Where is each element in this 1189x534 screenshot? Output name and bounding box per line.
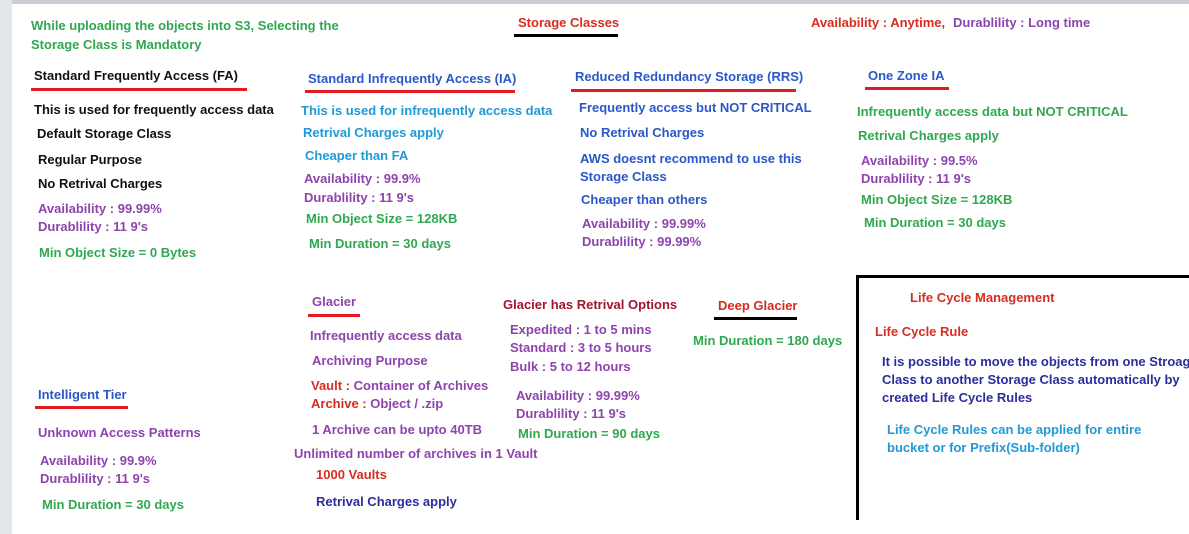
standard-ia-availability: Availability : 99.9% — [304, 171, 421, 186]
standard-ia-title: Standard Infrequently Access (IA) — [308, 71, 517, 86]
deep-glacier-title: Deep Glacier — [718, 298, 798, 313]
intelligent-availability: Availability : 99.9% — [40, 453, 157, 468]
deep-glacier-underline — [714, 317, 797, 320]
glacier-archive-line: Archive : Object / .zip — [311, 395, 443, 412]
standard-fa-line4: No Retrival Charges — [38, 176, 163, 191]
window-top-bar — [0, 0, 1189, 4]
glacier-underline — [308, 314, 360, 317]
window-left-edge — [0, 0, 12, 534]
one-zone-durability: Durablility : 11 9's — [861, 171, 972, 186]
standard-fa-line1: This is used for frequently access data — [34, 102, 274, 117]
one-zone-underline — [865, 87, 949, 90]
intelligent-line1: Unknown Access Patterns — [38, 425, 201, 440]
rrs-durability: Durablility : 99.99% — [582, 234, 702, 249]
standard-fa-min-size: Min Object Size = 0 Bytes — [39, 245, 197, 260]
lifecycle-rule-title: Life Cycle Rule — [875, 324, 969, 339]
lifecycle-apply1: Life Cycle Rules can be applied for enti… — [887, 422, 1142, 437]
one-zone-line1: Infrequently access data but NOT CRITICA… — [857, 104, 1128, 119]
standard-fa-underline — [31, 88, 247, 91]
standard-ia-line3: Cheaper than FA — [305, 148, 409, 163]
retrieval-bulk: Bulk : 5 to 12 hours — [510, 359, 631, 374]
upload-note-line1: While uploading the objects into S3, Sel… — [31, 18, 339, 33]
vault-label: Vault : — [311, 378, 351, 393]
archive-text: Object / .zip — [370, 396, 444, 411]
lifecycle-desc2: Class to another Storage Class automatic… — [882, 372, 1180, 387]
glacier-title: Glacier — [312, 294, 357, 309]
lifecycle-box-left — [856, 275, 859, 520]
retrieval-expedited: Expedited : 1 to 5 mins — [510, 322, 652, 337]
lifecycle-desc3: created Life Cycle Rules — [882, 390, 1033, 405]
rrs-line2: No Retrival Charges — [580, 125, 705, 140]
retrieval-availability: Availability : 99.99% — [516, 388, 640, 403]
lifecycle-apply2: bucket or for Prefix(Sub-folder) — [887, 440, 1080, 455]
rrs-title: Reduced Redundancy Storage (RRS) — [575, 69, 804, 84]
lifecycle-title: Life Cycle Management — [910, 290, 1055, 305]
lifecycle-box-top — [856, 275, 1189, 278]
standard-ia-underline — [305, 90, 515, 93]
rrs-line3a: AWS doesnt recommend to use this — [580, 151, 802, 166]
deep-glacier-min-duration: Min Duration = 180 days — [693, 333, 843, 348]
standard-fa-line2: Default Storage Class — [37, 126, 172, 141]
glacier-charges: Retrival Charges apply — [316, 494, 457, 509]
rrs-underline — [571, 89, 796, 92]
title-underline — [514, 34, 618, 37]
glacier-vault-line: Vault : Container of Archives — [311, 377, 488, 394]
page-title: Storage Classes — [518, 15, 620, 30]
vault-text: Container of Archives — [353, 378, 489, 393]
standard-fa-availability: Availability : 99.99% — [38, 201, 162, 216]
one-zone-availability: Availability : 99.5% — [861, 153, 978, 168]
standard-fa-line3: Regular Purpose — [38, 152, 143, 167]
header-availability: Availability : Anytime, — [811, 15, 946, 30]
retrieval-durability: Durablility : 11 9's — [516, 406, 627, 421]
one-zone-line2: Retrival Charges apply — [858, 128, 999, 143]
standard-ia-min-size: Min Object Size = 128KB — [306, 211, 458, 226]
retrieval-min-duration: Min Duration = 90 days — [518, 426, 660, 441]
header-durability: Durablility : Long time — [953, 15, 1091, 30]
glacier-archive-size: 1 Archive can be upto 40TB — [312, 422, 483, 437]
glacier-line1: Infrequently access data — [310, 328, 462, 343]
standard-ia-line2: Retrival Charges apply — [303, 125, 444, 140]
rrs-line3b: Storage Class — [580, 169, 667, 184]
glacier-unlimited: Unlimited number of archives in 1 Vault — [294, 446, 538, 461]
intelligent-tier-title: Intelligent Tier — [38, 387, 127, 402]
rrs-line4: Cheaper than others — [581, 192, 708, 207]
lifecycle-desc1: It is possible to move the objects from … — [882, 354, 1189, 369]
one-zone-min-duration: Min Duration = 30 days — [864, 215, 1006, 230]
standard-fa-title: Standard Frequently Access (FA) — [34, 68, 238, 83]
glacier-vaults: 1000 Vaults — [316, 467, 387, 482]
glacier-line2: Archiving Purpose — [312, 353, 428, 368]
one-zone-title: One Zone IA — [868, 68, 945, 83]
standard-ia-min-duration: Min Duration = 30 days — [309, 236, 451, 251]
intelligent-min-duration: Min Duration = 30 days — [42, 497, 184, 512]
rrs-line1: Frequently access but NOT CRITICAL — [579, 100, 812, 115]
intelligent-tier-underline — [35, 406, 128, 409]
standard-fa-durability: Durablility : 11 9's — [38, 219, 149, 234]
upload-note-line2: Storage Class is Mandatory — [31, 37, 202, 52]
one-zone-min-size: Min Object Size = 128KB — [861, 192, 1013, 207]
standard-ia-line1: This is used for infrequently access dat… — [301, 103, 553, 118]
rrs-availability: Availability : 99.99% — [582, 216, 706, 231]
retrieval-title: Glacier has Retrival Options — [503, 297, 678, 312]
retrieval-standard: Standard : 3 to 5 hours — [510, 340, 652, 355]
archive-label: Archive : — [311, 396, 367, 411]
intelligent-durability: Durablility : 11 9's — [40, 471, 151, 486]
standard-ia-durability: Durablility : 11 9's — [304, 190, 415, 205]
